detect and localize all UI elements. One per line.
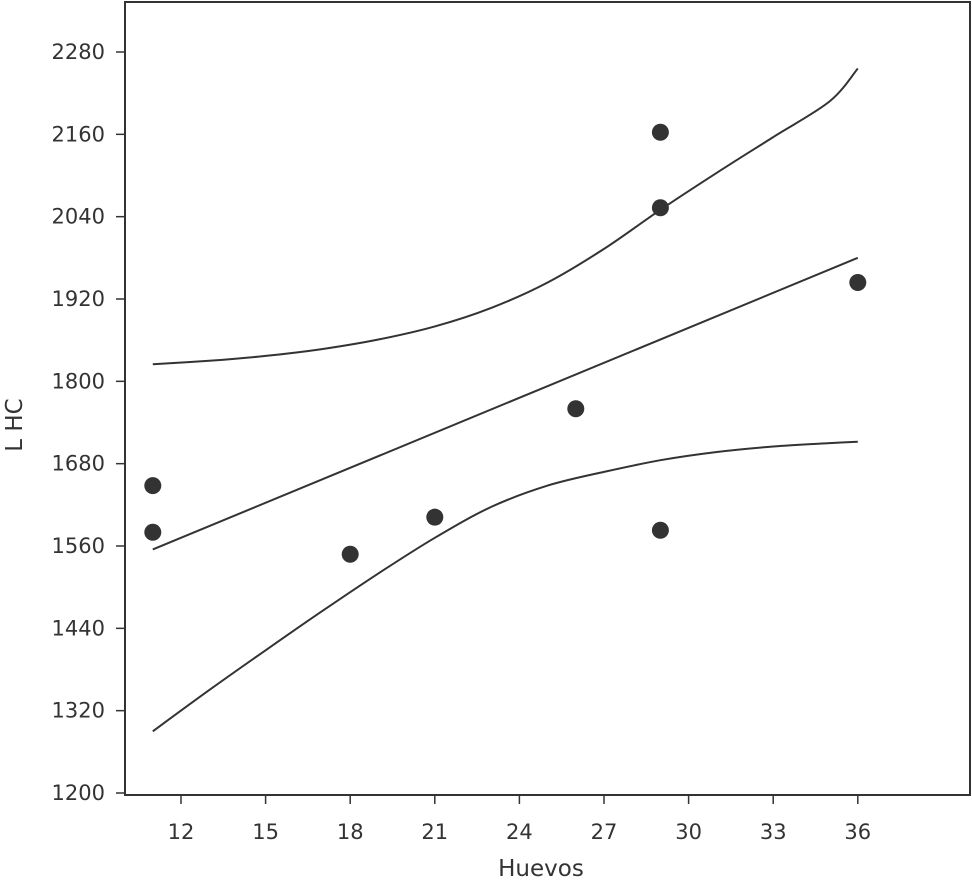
y-axis-label: L HC xyxy=(2,398,28,451)
x-tick-label: 27 xyxy=(591,820,618,844)
data-point xyxy=(144,523,162,541)
data-point xyxy=(849,274,867,292)
y-tick-label: 1800 xyxy=(52,369,105,393)
regression-line xyxy=(152,256,859,551)
y-tick-label: 1200 xyxy=(52,781,105,805)
data-point xyxy=(144,477,162,495)
x-tick-label: 30 xyxy=(675,820,702,844)
y-tick-label: 1560 xyxy=(52,534,105,558)
x-tick-label: 15 xyxy=(252,820,279,844)
y-tick-label: 1320 xyxy=(52,699,105,723)
data-point xyxy=(651,521,669,539)
x-tick-label: 36 xyxy=(844,820,871,844)
x-tick-label: 24 xyxy=(506,820,533,844)
confidence-bands xyxy=(152,67,859,733)
x-tick-label: 18 xyxy=(337,820,364,844)
lower-confidence-line xyxy=(152,440,858,733)
data-point xyxy=(567,400,585,418)
data-point xyxy=(426,508,444,526)
x-tick-label: 33 xyxy=(760,820,787,844)
fit-line xyxy=(152,256,859,551)
y-tick-label: 1920 xyxy=(52,287,105,311)
upper-confidence-line xyxy=(152,67,859,366)
x-axis: 12 15 18 21 24 27 30 33 36 xyxy=(168,795,871,844)
y-tick-label: 1680 xyxy=(52,452,105,476)
y-tick-label: 2160 xyxy=(52,122,105,146)
x-tick-label: 12 xyxy=(168,820,195,844)
data-point xyxy=(651,123,669,141)
y-tick-label: 2280 xyxy=(52,40,105,64)
data-points xyxy=(144,123,867,563)
data-point xyxy=(341,545,359,563)
data-point xyxy=(651,199,669,217)
y-tick-label: 1440 xyxy=(52,616,105,640)
x-tick-label: 21 xyxy=(421,820,448,844)
plot-frame xyxy=(124,1,971,796)
x-axis-label: Huevos xyxy=(498,856,584,882)
y-axis: 1200 1320 1440 1560 1680 1800 1920 2040 2160 2280 xyxy=(52,40,125,805)
y-tick-label: 2040 xyxy=(52,205,105,229)
